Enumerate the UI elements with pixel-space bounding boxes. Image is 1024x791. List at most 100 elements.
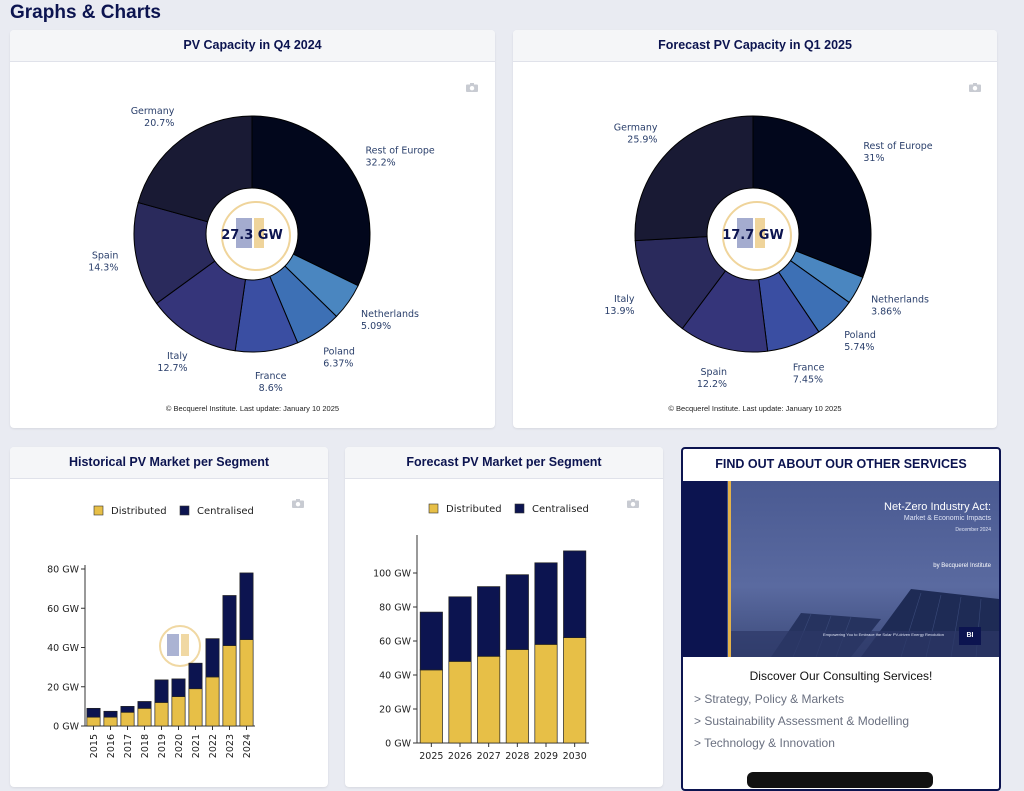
- bar-distributed-2021: [188, 688, 203, 727]
- service-link-strategy[interactable]: > Strategy, Policy & Markets: [694, 692, 845, 706]
- bar-centralised-2019: [154, 679, 169, 703]
- pie-percentage: 31%: [863, 153, 884, 164]
- chart-title: PV Capacity in Q4 2024: [10, 30, 495, 62]
- logo-b: [236, 218, 252, 248]
- bar-distributed-2017: [120, 711, 135, 727]
- pie-percentage: 5.09%: [361, 321, 391, 332]
- logo-ring: [221, 201, 291, 271]
- chart-title: Forecast PV Market per Segment: [345, 447, 663, 479]
- x-tick-label: 2029: [534, 751, 558, 762]
- pie-label: Germany: [131, 106, 175, 117]
- pie-center-label: 27.3 GW: [221, 228, 283, 243]
- pie-label: Netherlands: [361, 309, 419, 320]
- bar-centralised-2018: [137, 701, 152, 709]
- bar-centralised-2025: [419, 611, 443, 671]
- services-cta-button[interactable]: [747, 772, 933, 788]
- bar-centralised-2022: [205, 638, 220, 678]
- bar-distributed-2025: [419, 669, 443, 744]
- legend-swatch-distributed: [428, 503, 439, 514]
- banner-title: Net-Zero Industry Act:: [884, 501, 991, 513]
- logo-i: [254, 218, 264, 248]
- pie-percentage: 3.86%: [871, 307, 901, 318]
- bar-centralised-2020: [171, 678, 186, 697]
- bar-distributed-2030: [563, 637, 587, 744]
- bar-distributed-2015: [86, 716, 101, 727]
- services-banner[interactable]: Net-Zero Industry Act: Market & Economic…: [683, 481, 999, 657]
- pie-card-q4-2024: PV Capacity in Q4 2024 Rest of Europe 32.…: [10, 30, 495, 428]
- pie-percentage: 13.9%: [604, 306, 634, 317]
- logo-i: [755, 218, 765, 248]
- banner-logo: BI: [959, 627, 981, 645]
- pie-label: Italy: [167, 351, 188, 362]
- bar-card-historical: Historical PV Market per Segment Distrib…: [10, 447, 328, 787]
- footnote: © Becquerel Institute. Last update: Janu…: [165, 404, 340, 413]
- legend-swatch-distributed: [93, 505, 104, 516]
- pie-percentage: 7.45%: [793, 375, 823, 386]
- bar-centralised-2027: [477, 586, 501, 657]
- x-tick-label: 2020: [174, 734, 185, 758]
- bar-centralised-2016: [103, 710, 118, 718]
- pie-label: France: [255, 371, 287, 382]
- x-tick-label: 2016: [106, 734, 117, 758]
- bar-distributed-2016: [103, 716, 118, 727]
- camera-icon[interactable]: [292, 499, 304, 508]
- pie-percentage: 5.74%: [844, 342, 874, 353]
- bar-distributed-2022: [205, 676, 220, 727]
- y-tick-label: 80 GW: [379, 603, 411, 614]
- bar-centralised-2015: [86, 707, 101, 718]
- legend-label-distributed: Distributed: [446, 504, 502, 515]
- bar-centralised-2026: [448, 596, 472, 662]
- camera-icon[interactable]: [627, 499, 639, 508]
- camera-icon[interactable]: [466, 83, 478, 92]
- x-tick-label: 2027: [477, 751, 501, 762]
- pie-percentage: 6.37%: [323, 358, 353, 369]
- bar-centralised-2030: [563, 550, 587, 638]
- bi-logo-watermark: [722, 201, 792, 271]
- bar-centralised-2017: [120, 706, 135, 713]
- camera-icon[interactable]: [969, 83, 981, 92]
- pie-label: Spain: [701, 367, 728, 378]
- legend-label-centralised: Centralised: [532, 504, 589, 515]
- pie-label: Netherlands: [871, 295, 929, 306]
- y-tick-label: 80 GW: [47, 565, 79, 576]
- services-subtitle: Discover Our Consulting Services!: [749, 669, 933, 683]
- pie-label: Poland: [844, 330, 876, 341]
- y-tick-label: 40 GW: [47, 643, 79, 654]
- bar-centralised-2028: [505, 574, 529, 650]
- pie-label: Rest of Europe: [863, 141, 932, 152]
- services-title: FIND OUT ABOUT OUR OTHER SERVICES: [715, 457, 967, 471]
- logo-b: [737, 218, 753, 248]
- bi-logo-watermark: [221, 201, 291, 271]
- pie-label: Italy: [614, 294, 635, 305]
- pie-label: Germany: [614, 122, 658, 133]
- pie-percentage: 20.7%: [144, 118, 174, 129]
- page-title: Graphs & Charts: [10, 2, 161, 23]
- chart-title: Historical PV Market per Segment: [10, 447, 328, 479]
- bar-distributed-2023: [222, 645, 237, 727]
- bar-distributed-2020: [171, 696, 186, 727]
- y-tick-label: 20 GW: [379, 705, 411, 716]
- logo-ring: [722, 201, 792, 271]
- y-tick-label: 60 GW: [47, 604, 79, 615]
- pie-percentage: 12.7%: [157, 363, 187, 374]
- bi-logo-watermark: [159, 625, 201, 667]
- x-tick-label: 2023: [225, 734, 236, 758]
- legend-swatch-centralised: [179, 505, 190, 516]
- x-tick-label: 2018: [140, 734, 151, 758]
- services-card: FIND OUT ABOUT OUR OTHER SERVICES Net-Ze…: [681, 447, 1001, 791]
- x-tick-label: 2024: [242, 734, 253, 758]
- bar-distributed-2024: [239, 639, 254, 727]
- pie-percentage: 32.2%: [365, 158, 395, 169]
- x-tick-label: 2019: [157, 734, 168, 758]
- bar-distributed-2029: [534, 644, 558, 744]
- pie-center-label: 17.7 GW: [722, 228, 784, 243]
- x-tick-label: 2015: [89, 734, 100, 758]
- service-link-sustainability[interactable]: > Sustainability Assessment & Modelling: [694, 714, 910, 728]
- banner-subtitle: Market & Economic Impacts: [903, 515, 991, 522]
- x-tick-label: 2030: [563, 751, 587, 762]
- pie-percentage: 14.3%: [88, 262, 118, 273]
- bar-distributed-2027: [477, 655, 501, 744]
- service-link-technology[interactable]: > Technology & Innovation: [694, 736, 835, 750]
